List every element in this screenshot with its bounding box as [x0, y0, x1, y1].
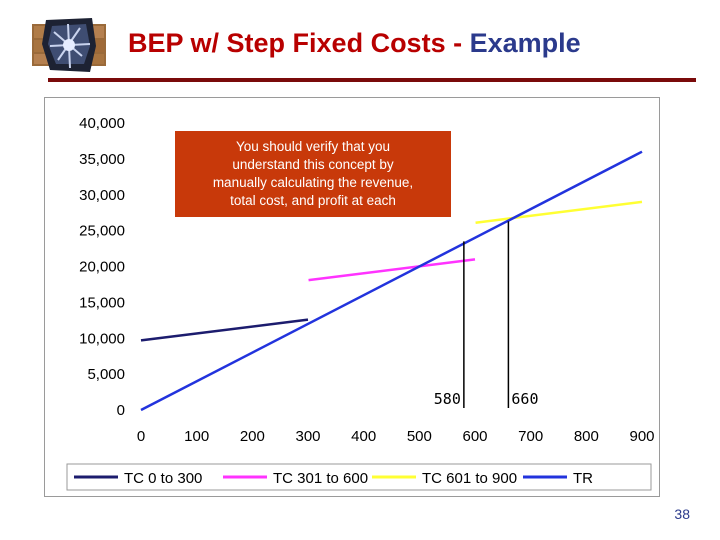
- x-tick-label: 900: [629, 428, 654, 445]
- chart-area: 0 5,000 10,000 15,000 20,000 25,000 30,000 35,0…: [44, 97, 660, 497]
- legend-item-tc-301-600-label: TC 301 to 600: [273, 470, 368, 487]
- page-number: 38: [674, 506, 690, 522]
- y-tick-label: 5,000: [87, 366, 125, 383]
- break-even-chart: 0 5,000 10,000 15,000 20,000 25,000 30,000 35,0…: [66, 115, 655, 491]
- series-line-tc-0-300: [140, 318, 309, 342]
- series-line-tr: [140, 150, 643, 412]
- brick-logo-icon: [32, 18, 106, 72]
- series-line-tc-601-900: [475, 200, 643, 224]
- x-tick-label: 600: [462, 428, 487, 445]
- slide-title-example: Example: [469, 28, 581, 58]
- slide-title: BEP w/ Step Fixed Costs - Example: [128, 28, 688, 59]
- legend-item-tr-label: TR: [573, 470, 593, 487]
- series-line-tc-301-600: [308, 258, 476, 282]
- x-tick-label: 300: [295, 428, 320, 445]
- x-tick-label: 100: [184, 428, 209, 445]
- legend-item-tc-0-300-label: TC 0 to 300: [124, 470, 202, 487]
- y-tick-label: 10,000: [79, 330, 125, 347]
- annotation-label: 660: [511, 390, 538, 408]
- title-divider: [48, 78, 696, 82]
- annotation-label: 580: [434, 390, 461, 408]
- callout-box: [175, 131, 451, 217]
- y-tick-label: 0: [117, 402, 125, 419]
- y-tick-label: 40,000: [79, 115, 125, 132]
- x-tick-label: 400: [351, 428, 376, 445]
- x-tick-label: 200: [240, 428, 265, 445]
- y-tick-label: 20,000: [79, 259, 125, 276]
- y-tick-label: 15,000: [79, 294, 125, 311]
- x-tick-label: 0: [137, 428, 145, 445]
- y-tick-label: 25,000: [79, 223, 125, 240]
- slide-title-main: BEP w/ Step Fixed Costs -: [128, 28, 470, 58]
- x-tick-label: 500: [407, 428, 432, 445]
- y-tick-label: 35,000: [79, 151, 125, 168]
- callout-text: You should verify that you understand thi…: [213, 139, 413, 208]
- x-tick-label: 700: [518, 428, 543, 445]
- y-tick-label: 30,000: [79, 187, 125, 204]
- legend-item-tc-601-900-label: TC 601 to 900: [422, 470, 517, 487]
- x-tick-label: 800: [574, 428, 599, 445]
